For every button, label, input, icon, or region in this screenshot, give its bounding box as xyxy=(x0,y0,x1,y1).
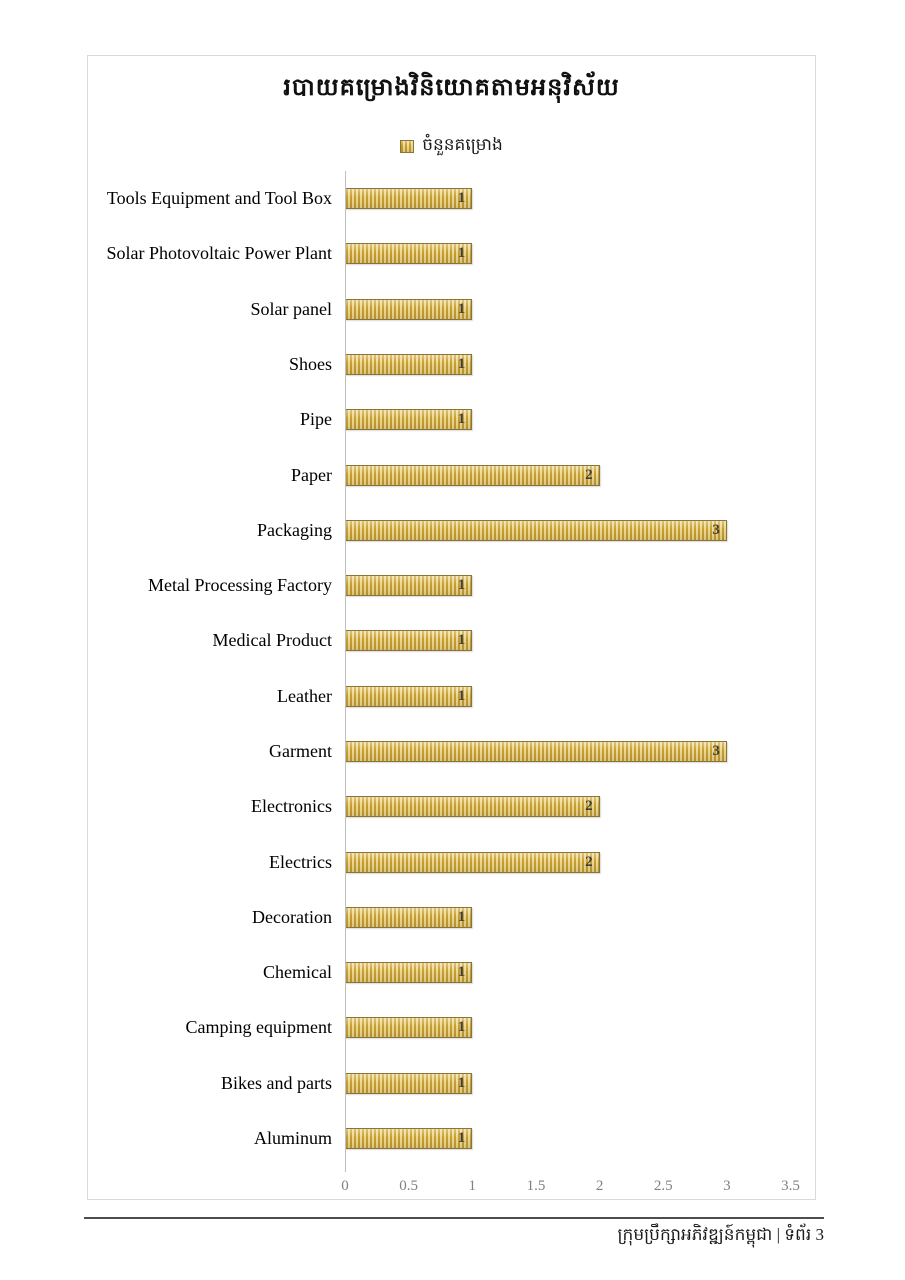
category-label: Camping equipment xyxy=(185,1017,332,1038)
category-label: Garment xyxy=(269,740,332,761)
x-axis-zero-tick xyxy=(345,1166,346,1172)
y-axis-line xyxy=(345,171,346,1166)
bar: 2 xyxy=(345,796,600,818)
bar-value-label: 1 xyxy=(457,245,466,262)
bar: 1 xyxy=(345,409,473,431)
chart-row: Tools Equipment and Tool Box 1 xyxy=(88,171,815,226)
bar: 1 xyxy=(345,1072,473,1094)
category-label: Electrics xyxy=(269,851,332,872)
chart-row: Camping equipment 1 xyxy=(88,1000,815,1055)
bar-rows: Tools Equipment and Tool Box 1 Solar Photo… xyxy=(88,171,815,1166)
bar-value-label: 3 xyxy=(712,742,720,759)
category-label: Paper xyxy=(291,464,332,485)
x-tick-label: 2 xyxy=(595,1178,604,1194)
category-label: Electronics xyxy=(251,796,332,817)
bar-value-label: 1 xyxy=(457,577,466,594)
chart-row: Packaging 3 xyxy=(88,503,815,558)
chart-legend: ចំនួនគម្រោង xyxy=(88,134,815,159)
bar-value-label: 1 xyxy=(457,411,466,428)
bar: 1 xyxy=(345,298,473,320)
category-label: Chemical xyxy=(263,962,332,983)
category-label: Packaging xyxy=(257,519,332,540)
chart-row: Leather 1 xyxy=(88,669,815,724)
bar-value-label: 1 xyxy=(457,687,466,704)
chart-row: Metal Processing Factory 1 xyxy=(88,558,815,613)
x-tick-label: 3.5 xyxy=(781,1178,800,1194)
chart-row: Medical Product 1 xyxy=(88,613,815,668)
category-label: Leather xyxy=(277,685,332,706)
bar: 2 xyxy=(345,851,600,873)
bar-value-label: 1 xyxy=(457,355,466,372)
category-label: Bikes and parts xyxy=(221,1072,332,1093)
bar-value-label: 1 xyxy=(457,1019,466,1036)
plot-area: Tools Equipment and Tool Box 1 Solar Photo… xyxy=(88,171,815,1172)
category-label: Metal Processing Factory xyxy=(148,575,332,596)
x-tick-label: 3 xyxy=(723,1178,731,1194)
chart-row: Garment 3 xyxy=(88,724,815,779)
category-label: Decoration xyxy=(252,906,332,927)
bar-value-label: 1 xyxy=(457,190,466,207)
bar-value-label: 1 xyxy=(457,632,466,649)
x-tick-label: 0 xyxy=(341,1178,349,1194)
bar-value-label: 1 xyxy=(457,908,466,925)
x-tick-label: 1.5 xyxy=(526,1178,546,1194)
bar: 1 xyxy=(345,906,473,928)
chart-row: Solar Photovoltaic Power Plant 1 xyxy=(88,226,815,281)
x-tick-label: 2.5 xyxy=(653,1178,673,1194)
x-axis: 0 0.5 1 1.5 2 2.5 3 3.5 xyxy=(88,1178,815,1202)
legend-swatch-icon xyxy=(400,140,415,153)
page-footer: ក្រុមប្រឹក្សាអភិវឌ្ឍន៍កម្ពុជា | ទំព័រ 3 xyxy=(84,1217,824,1249)
x-tick-label: 1 xyxy=(468,1178,477,1194)
bar-value-label: 2 xyxy=(585,853,593,870)
chart-row: Electrics 2 xyxy=(88,834,815,889)
chart-row: Paper 2 xyxy=(88,447,815,502)
bar: 1 xyxy=(345,1017,473,1039)
chart-row: Bikes and parts 1 xyxy=(88,1056,815,1111)
category-label: Pipe xyxy=(299,409,332,430)
category-label: Medical Product xyxy=(212,630,332,651)
category-label: Solar panel xyxy=(250,298,332,319)
chart-container: របាយគម្រោងវិនិយោគតាមអនុវិស័យ ចំនួនគម្រោង… xyxy=(87,55,816,1200)
bar-value-label: 2 xyxy=(585,798,593,815)
chart-row: Shoes 1 xyxy=(88,337,815,392)
bar: 3 xyxy=(345,740,727,762)
bar: 1 xyxy=(345,630,473,652)
chart-row: Solar panel 1 xyxy=(88,282,815,337)
bar: 3 xyxy=(345,519,727,541)
bar-value-label: 1 xyxy=(457,1129,466,1146)
chart-row: Aluminum 1 xyxy=(88,1111,815,1166)
footer-text: ក្រុមប្រឹក្សាអភិវឌ្ឍន៍កម្ពុជា | ទំព័រ 3 xyxy=(617,1225,824,1244)
bar-value-label: 2 xyxy=(585,466,593,483)
category-label: Solar Photovoltaic Power Plant xyxy=(106,243,332,264)
chart-row: Pipe 1 xyxy=(88,392,815,447)
chart-row: Electronics 2 xyxy=(88,779,815,834)
chart-row: Chemical 1 xyxy=(88,945,815,1000)
bar: 1 xyxy=(345,685,473,707)
bar: 2 xyxy=(345,464,600,486)
bar: 1 xyxy=(345,575,473,597)
category-label: Tools Equipment and Tool Box xyxy=(106,188,332,209)
category-label: Aluminum xyxy=(253,1127,332,1148)
legend-label: ចំនួនគម្រោង xyxy=(422,135,503,154)
x-tick-label: 0.5 xyxy=(399,1178,419,1194)
chart-title: របាយគម្រោងវិនិយោគតាមអនុវិស័យ xyxy=(283,75,620,101)
bar-value-label: 1 xyxy=(457,1074,466,1091)
bar-value-label: 1 xyxy=(457,964,466,981)
category-label: Shoes xyxy=(288,353,332,374)
bar-value-label: 1 xyxy=(457,300,466,317)
bar: 1 xyxy=(345,962,473,984)
bar: 1 xyxy=(345,1127,473,1149)
bar: 1 xyxy=(345,188,473,210)
bar: 1 xyxy=(345,353,473,375)
chart-row: Decoration 1 xyxy=(88,890,815,945)
bar-value-label: 3 xyxy=(712,521,720,538)
bar: 1 xyxy=(345,243,473,265)
